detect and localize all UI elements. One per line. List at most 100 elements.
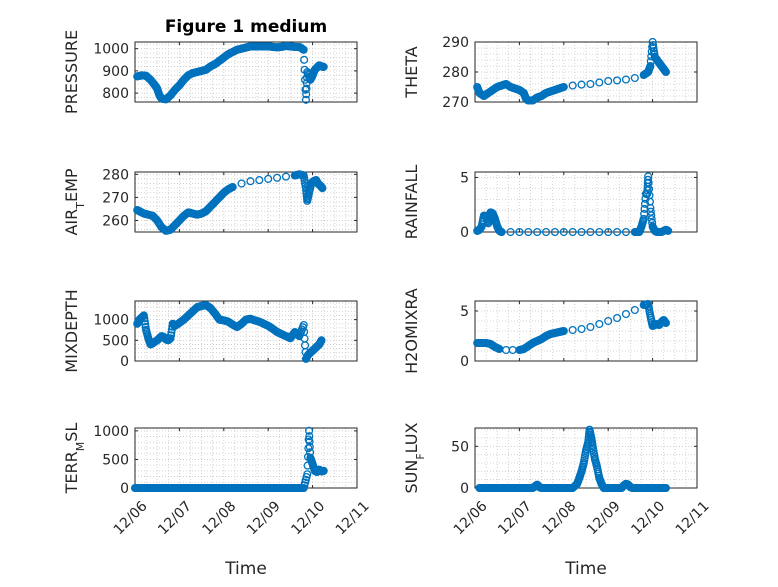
data-point <box>630 305 639 315</box>
data-point-interp <box>302 84 311 93</box>
data-point <box>621 75 631 84</box>
data-point <box>299 45 308 54</box>
data-points <box>473 172 673 236</box>
data-point <box>281 172 291 181</box>
data-point <box>604 76 613 86</box>
y-tick-label: 280 <box>442 65 469 81</box>
data-point <box>630 73 639 83</box>
grid <box>135 172 357 232</box>
chart-title: Figure 1 medium <box>165 17 327 37</box>
data-point <box>319 466 328 475</box>
data-point <box>604 316 613 326</box>
data-point <box>586 227 595 236</box>
data-point <box>559 82 568 92</box>
data-point <box>595 78 604 87</box>
data-point <box>661 483 670 492</box>
data-point-interp <box>305 437 314 446</box>
data-point <box>319 62 328 71</box>
data-point-interp <box>140 314 149 323</box>
data-point <box>568 81 577 90</box>
y-tick-label: 0 <box>460 354 469 370</box>
data-point <box>661 67 670 77</box>
y-tick-label: 290 <box>442 35 469 51</box>
data-points <box>475 425 670 492</box>
y-axis-label: THETA <box>402 46 421 98</box>
data-point-interp <box>166 331 176 340</box>
subplot-5: 0 500 1000 MIXDEPTH <box>62 289 358 373</box>
y-axis-label: AIRTEMP <box>62 168 87 235</box>
y-tick-label: 0 <box>460 225 469 241</box>
subplot-3: 260 270 280 AIRTEMP <box>62 167 358 236</box>
y-axis-label: TERRMSL <box>62 423 87 495</box>
data-point <box>568 227 577 236</box>
x-tick-label: 12/06 <box>451 498 491 538</box>
data-point <box>228 182 237 192</box>
data-point <box>237 179 246 188</box>
y-axis-label: MIXDEPTH <box>62 289 81 372</box>
data-point <box>304 426 314 435</box>
data-point-interp <box>641 199 650 208</box>
data-point-interp <box>305 432 314 441</box>
data-point <box>497 227 506 236</box>
y-tick-label: 500 <box>102 333 129 349</box>
x-tick-label: 12/11 <box>673 498 713 538</box>
axes-box <box>474 171 698 233</box>
data-point <box>664 226 673 235</box>
x-tick-label: 12/09 <box>584 498 624 538</box>
data-point-interp <box>646 207 655 216</box>
data-point <box>646 61 655 71</box>
data-point-interp <box>300 55 309 64</box>
data-points <box>133 41 328 104</box>
y-tick-label: 5 <box>460 304 469 320</box>
y-axis-label: H2OMIXRA <box>402 288 421 374</box>
x-tick-label: 12/11 <box>333 498 373 538</box>
y-tick-label: 800 <box>102 86 129 102</box>
subplot-2: 270 280 290 THETA <box>402 35 698 111</box>
y-tick-label: 260 <box>102 213 129 229</box>
subplot-4: 0 5 RAINFALL <box>402 165 698 241</box>
y-tick-label: 0 <box>460 481 469 497</box>
data-point <box>303 470 312 479</box>
subplot-7: 0 500 1000 12/06 12/07 12/08 12/09 12/10 12/11 TE… <box>62 423 373 579</box>
data-point <box>318 184 327 193</box>
data-point <box>621 309 631 319</box>
data-point <box>541 227 551 236</box>
data-point-interp <box>302 90 311 99</box>
y-tick-label: 50 <box>451 439 469 455</box>
data-point <box>613 227 622 236</box>
data-point-interp <box>140 317 149 326</box>
x-tick-label: 12/10 <box>288 498 328 538</box>
data-point-interp <box>305 442 314 452</box>
y-tick-label: 280 <box>102 167 129 183</box>
y-tick-label: 0 <box>120 354 129 370</box>
data-point <box>604 227 613 236</box>
data-point <box>621 227 631 236</box>
y-axis-label: RAINFALL <box>402 165 421 240</box>
data-point <box>255 176 264 185</box>
x-tick-label: 12/07 <box>495 498 535 538</box>
y-tick-label: 270 <box>442 95 469 111</box>
axes-box <box>474 300 698 362</box>
data-point <box>301 95 310 104</box>
y-tick-label: 1000 <box>93 424 129 440</box>
data-point <box>264 174 273 183</box>
data-point <box>648 38 657 47</box>
y-tick-label: 500 <box>102 452 129 468</box>
x-tick-label: 12/09 <box>244 498 284 538</box>
data-point <box>139 311 148 320</box>
x-axis-label: Time <box>564 559 607 579</box>
subplot-1: 800 900 1000 PRESSURE Figure 1 medium <box>62 17 358 114</box>
data-points <box>473 38 670 105</box>
x-tick-label: 12/08 <box>200 498 240 538</box>
y-axis-label: SUNFLUX <box>402 422 427 493</box>
axes-box <box>134 41 358 103</box>
x-tick-label: 12/06 <box>111 498 151 538</box>
data-point <box>524 227 533 236</box>
data-point <box>646 203 655 213</box>
axes-box <box>134 300 358 362</box>
data-point <box>246 177 255 186</box>
data-point-interp <box>647 211 656 220</box>
data-point <box>613 76 622 85</box>
data-point-interp <box>167 328 176 337</box>
